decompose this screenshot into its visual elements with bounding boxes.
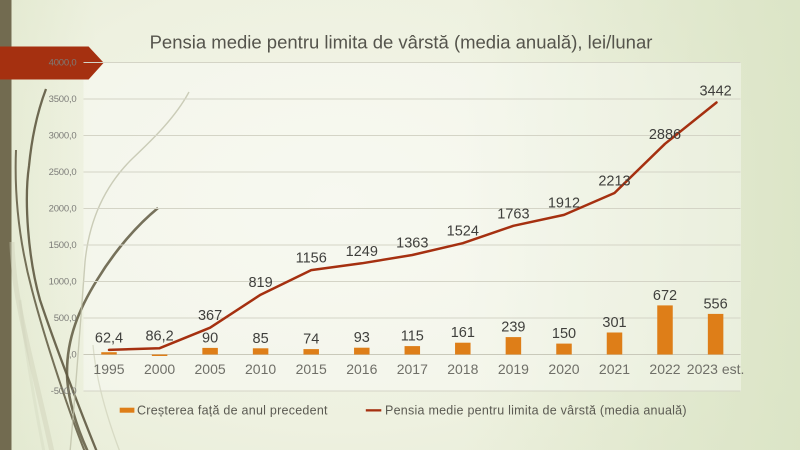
svg-text:2022: 2022 [649, 361, 680, 377]
svg-text:2213: 2213 [598, 174, 630, 190]
svg-text:672: 672 [653, 288, 677, 304]
svg-text:150: 150 [552, 326, 576, 342]
svg-text:301: 301 [602, 315, 626, 331]
svg-text:1912: 1912 [548, 195, 580, 211]
svg-text:1500,0: 1500,0 [49, 240, 77, 251]
svg-text:2010: 2010 [245, 361, 276, 377]
svg-text:86,2: 86,2 [145, 329, 173, 345]
svg-text:2005: 2005 [195, 361, 226, 377]
svg-text:2886: 2886 [649, 127, 681, 143]
svg-text:3442: 3442 [699, 84, 731, 100]
svg-text:2021: 2021 [599, 361, 630, 377]
svg-text:1000,0: 1000,0 [49, 277, 77, 288]
svg-text:2016: 2016 [346, 361, 377, 377]
svg-text:1363: 1363 [396, 236, 428, 252]
svg-text:556: 556 [703, 296, 727, 312]
svg-text:2017: 2017 [397, 361, 428, 377]
svg-text:Pensia medie pentru limita de: Pensia medie pentru limita de vârstă (me… [150, 32, 653, 53]
svg-text:93: 93 [354, 330, 370, 346]
svg-text:2023 est.: 2023 est. [687, 361, 745, 377]
svg-text:3000,0: 3000,0 [49, 131, 77, 142]
svg-text:2018: 2018 [447, 361, 478, 377]
svg-text:500,0: 500,0 [54, 313, 77, 324]
svg-text:74: 74 [303, 332, 319, 348]
svg-text:1524: 1524 [447, 224, 479, 240]
svg-text:4000,0: 4000,0 [49, 58, 77, 69]
svg-text:62,4: 62,4 [95, 330, 123, 346]
svg-text:Pensia medie pentru limita de: Pensia medie pentru limita de vârstă (me… [385, 403, 687, 417]
svg-text:367: 367 [198, 308, 222, 324]
svg-text:1249: 1249 [346, 244, 378, 260]
svg-text:85: 85 [253, 331, 269, 347]
svg-text:1156: 1156 [296, 251, 327, 267]
svg-text:115: 115 [401, 329, 424, 345]
svg-text:-500,0: -500,0 [51, 386, 77, 397]
svg-text:90: 90 [202, 330, 218, 346]
svg-text:1995: 1995 [93, 361, 124, 377]
svg-text:,0: ,0 [69, 350, 77, 361]
svg-text:239: 239 [501, 320, 525, 336]
svg-text:1763: 1763 [497, 206, 529, 222]
svg-text:2019: 2019 [498, 361, 529, 377]
svg-text:819: 819 [248, 275, 272, 291]
svg-text:2020: 2020 [548, 361, 579, 377]
svg-text:Creșterea față de anul precede: Creșterea față de anul precedent [137, 403, 328, 417]
svg-text:2000: 2000 [144, 361, 175, 377]
svg-text:2000,0: 2000,0 [49, 204, 77, 215]
svg-text:2015: 2015 [296, 361, 327, 377]
svg-text:3500,0: 3500,0 [49, 94, 77, 105]
svg-text:161: 161 [451, 325, 475, 341]
svg-text:2500,0: 2500,0 [49, 167, 77, 178]
